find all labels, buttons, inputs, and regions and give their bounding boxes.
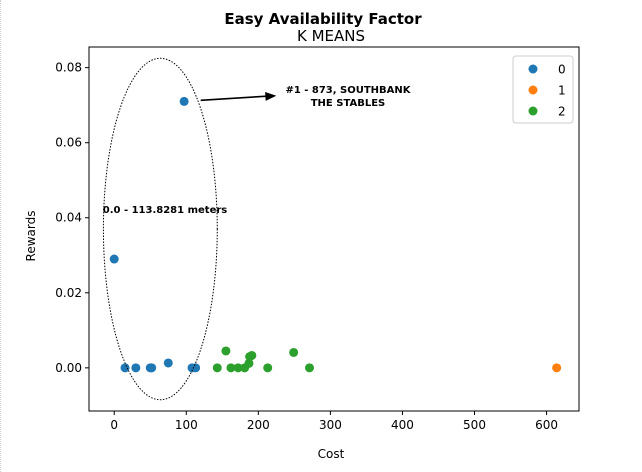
legend: 0 1 2 (512, 55, 574, 124)
x-axis-label: Cost (318, 447, 345, 461)
legend-marker-1 (528, 85, 538, 95)
data-point-series-2 (221, 346, 231, 356)
data-point-series-0 (147, 363, 157, 373)
data-point-series-0 (109, 254, 119, 264)
x-tick-label: 100 (175, 418, 198, 432)
chart-subtitle: K MEANS (297, 27, 365, 45)
data-point-series-1 (552, 363, 562, 373)
data-point-series-2 (247, 350, 257, 360)
x-tick-label: 300 (319, 418, 342, 432)
axis-ticks: 0 100 200 300 400 500 600 0.00 0.02 0.04 0.06 0.08 (55, 61, 558, 432)
legend-label: 2 (558, 105, 566, 119)
data-point-series-2 (263, 363, 273, 373)
legend-marker-0 (528, 64, 538, 74)
annotation-arrow (200, 94, 274, 102)
y-tick-label: 0.08 (55, 61, 82, 75)
data-points (109, 96, 562, 373)
chart-title: Easy Availability Factor (224, 10, 422, 28)
arrow-head (265, 91, 277, 101)
data-point-series-2 (212, 363, 222, 373)
point-annotation-line1: #1 - 873, SOUTHBANK (285, 85, 411, 96)
data-point-series-2 (233, 363, 243, 373)
legend-label: 0 (558, 63, 566, 77)
data-point-series-2 (289, 347, 299, 357)
data-point-series-0 (131, 363, 141, 373)
plot-frame (88, 46, 580, 412)
data-point-series-2 (226, 363, 236, 373)
annotations: 0.0 - 113.8281 meters #1 - 873, SOUTHBAN… (102, 57, 412, 401)
range-annotation: 0.0 - 113.8281 meters (103, 205, 228, 216)
left-border-strip (0, 0, 3, 472)
point-annotation-line2: THE STABLES (311, 98, 386, 109)
x-tick-label: 600 (535, 418, 558, 432)
y-tick-label: 0.02 (55, 286, 82, 300)
legend-box (512, 55, 574, 124)
x-tick-label: 200 (247, 418, 270, 432)
y-axis-label: Rewards (24, 211, 38, 262)
legend-marker-2 (528, 106, 538, 116)
x-tick-label: 400 (391, 418, 414, 432)
data-point-series-0 (191, 363, 201, 373)
cluster-ellipse (102, 57, 218, 401)
data-point-series-0 (179, 96, 189, 106)
data-point-series-0 (120, 363, 130, 373)
data-point-series-2 (244, 358, 254, 368)
y-tick-label: 0.04 (55, 211, 82, 225)
x-tick-label: 0 (110, 418, 118, 432)
legend-label: 1 (558, 84, 566, 98)
x-tick-label: 500 (463, 418, 486, 432)
data-point-series-0 (163, 358, 173, 368)
y-tick-label: 0.00 (55, 361, 82, 375)
data-point-series-2 (305, 363, 314, 373)
y-tick-label: 0.06 (55, 136, 82, 150)
